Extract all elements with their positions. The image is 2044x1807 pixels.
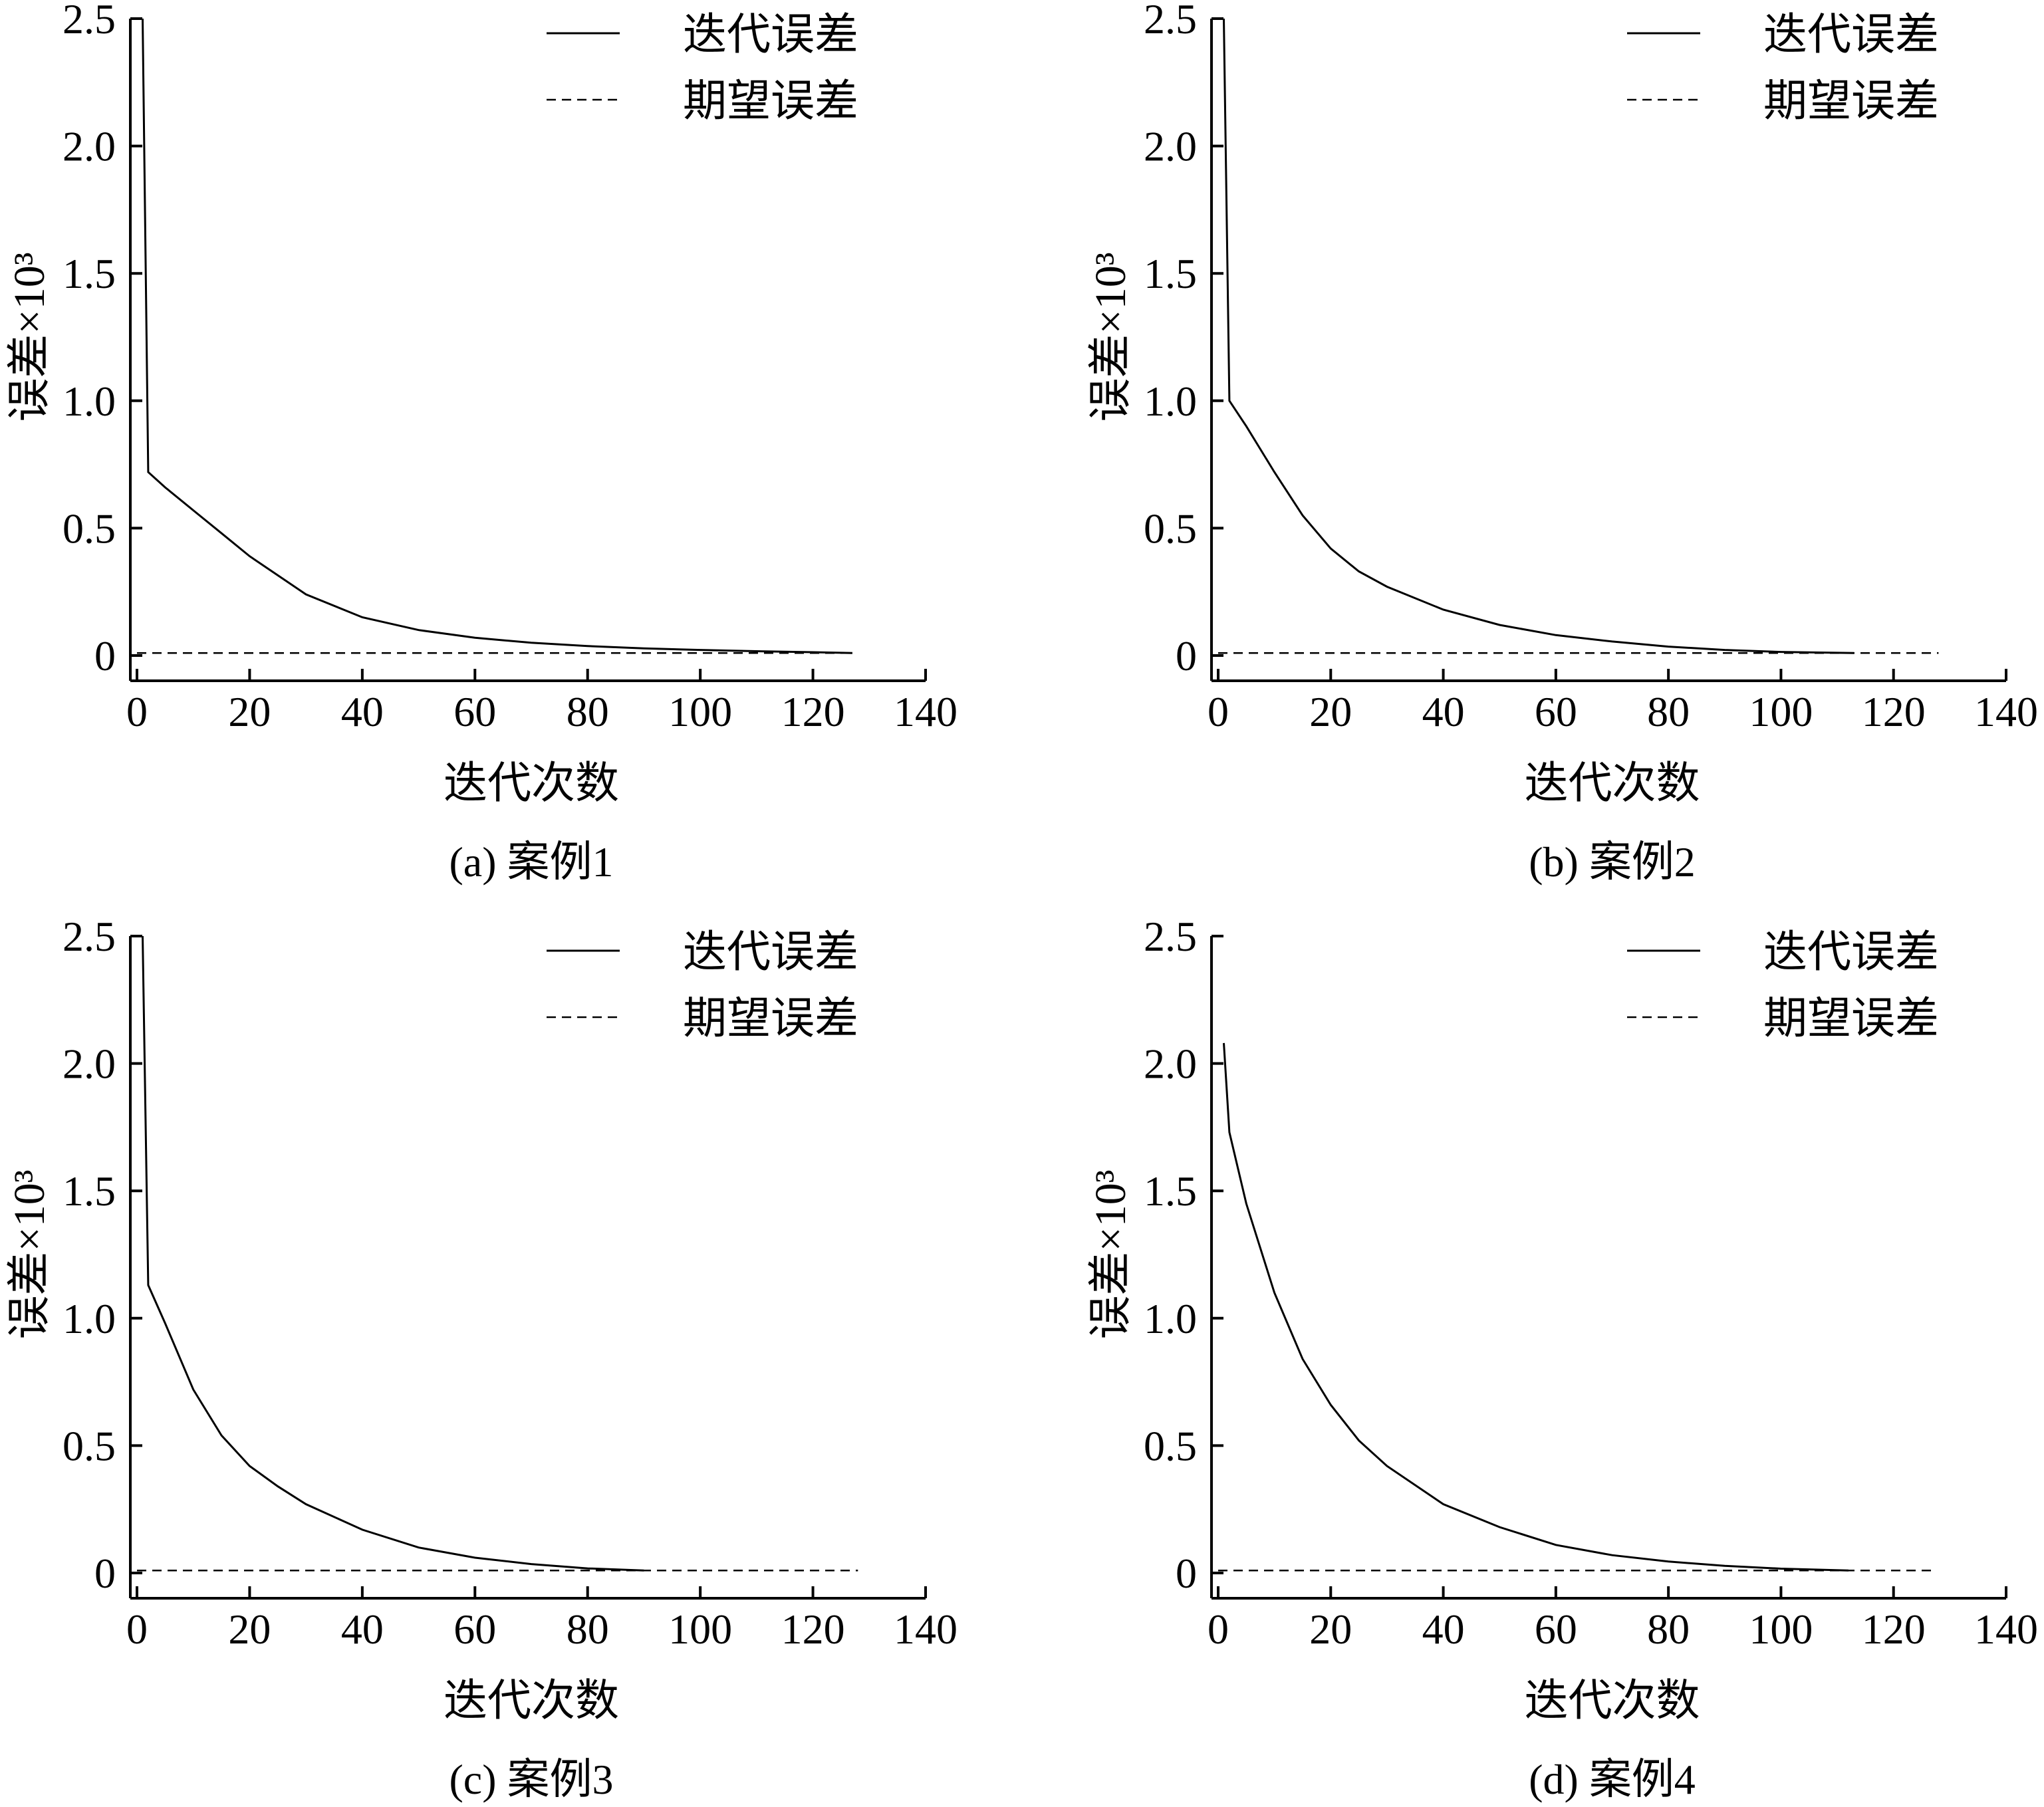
x-axis-title: 迭代次数 <box>1525 1677 1700 1725</box>
y-tick-label: 1.5 <box>63 1167 116 1215</box>
y-tick-label: 1.0 <box>63 1295 116 1342</box>
y-tick-label: 1.5 <box>1144 250 1197 297</box>
panel-caption: (a) 案例1 <box>449 838 613 886</box>
x-tick-label: 20 <box>228 1606 271 1653</box>
y-tick-label: 1.0 <box>1144 1295 1197 1342</box>
y-tick-label: 0.5 <box>1144 1422 1197 1469</box>
x-tick-label: 120 <box>781 688 845 735</box>
y-tick-label: 2.0 <box>1144 1040 1197 1088</box>
y-axis-title: 误差×10³ <box>1086 1169 1135 1339</box>
series-iteration-error-line <box>1223 1042 1849 1572</box>
x-tick-label: 40 <box>341 688 384 735</box>
y-tick-label: 2.5 <box>1144 913 1197 960</box>
x-tick-label: 40 <box>1422 688 1465 735</box>
y-tick-label: 2.0 <box>63 1040 116 1088</box>
legend-label: 期望误差 <box>1763 995 1939 1043</box>
x-tick-label: 80 <box>1647 688 1690 735</box>
x-tick-label: 80 <box>567 688 609 735</box>
x-tick-label: 140 <box>894 688 958 735</box>
y-tick-label: 0 <box>94 632 116 679</box>
x-tick-label: 60 <box>453 1606 496 1653</box>
chart-panel-3: 0 20 40 60 80 100 120 140 0 0.5 1.0 1.5 2.0 2.5 误差×10³… <box>5 913 958 1803</box>
y-tick-label: 2.0 <box>63 123 116 170</box>
y-tick-label: 0 <box>1176 1550 1197 1597</box>
x-tick-label: 100 <box>1749 1606 1813 1653</box>
x-tick-label: 140 <box>1974 688 2038 735</box>
y-tick-label: 1.5 <box>1144 1167 1197 1215</box>
x-tick-label: 140 <box>894 1606 958 1653</box>
y-tick-label: 2.0 <box>1144 123 1197 170</box>
series-iteration-error-line <box>1223 18 1854 654</box>
series-iteration-error-line <box>142 935 644 1572</box>
y-tick-label: 2.5 <box>63 0 116 43</box>
x-tick-label: 40 <box>341 1606 384 1653</box>
x-tick-label: 120 <box>1862 688 1926 735</box>
y-tick-label: 2.5 <box>63 913 116 960</box>
x-tick-label: 60 <box>1535 1606 1577 1653</box>
x-axis-title: 迭代次数 <box>444 1677 619 1725</box>
x-tick-label: 100 <box>668 688 732 735</box>
x-tick-label: 0 <box>1208 688 1229 735</box>
chart-panel-1: 0 20 40 60 80 100 120 140 0 0.5 1.0 1.5 2.0 2.5 误差×10³… <box>5 0 958 886</box>
x-tick-label: 40 <box>1422 1606 1465 1653</box>
x-tick-label: 0 <box>1208 1606 1229 1653</box>
y-tick-label: 0.5 <box>63 505 116 552</box>
y-tick-label: 1.5 <box>63 250 116 297</box>
chart-panel-2: 0 20 40 60 80 100 120 140 0 0.5 1.0 1.5 2.0 2.5 误差×10³… <box>1086 0 2038 886</box>
y-tick-label: 1.0 <box>1144 378 1197 425</box>
x-tick-label: 100 <box>1749 688 1813 735</box>
y-axis-title: 误差×10³ <box>1086 252 1135 422</box>
y-tick-label: 0 <box>1176 632 1197 679</box>
x-tick-label: 20 <box>1309 688 1352 735</box>
legend-label: 期望误差 <box>683 77 858 126</box>
y-tick-label: 0.5 <box>63 1422 116 1469</box>
x-axis-title: 迭代次数 <box>1525 759 1700 808</box>
x-tick-label: 120 <box>781 1606 845 1653</box>
x-axis-title: 迭代次数 <box>444 759 619 808</box>
y-tick-label: 0.5 <box>1144 505 1197 552</box>
legend-label: 迭代误差 <box>683 11 858 59</box>
panel-caption: (b) 案例2 <box>1529 838 1696 886</box>
legend-label: 期望误差 <box>1763 77 1939 126</box>
panel-caption: (c) 案例3 <box>449 1756 613 1803</box>
chart-panel-4: 0 20 40 60 80 100 120 140 0 0.5 1.0 1.5 2.0 2.5 误差×10³… <box>1086 913 2038 1803</box>
legend-label: 迭代误差 <box>683 928 858 977</box>
x-tick-label: 80 <box>1647 1606 1690 1653</box>
x-tick-label: 60 <box>1535 688 1577 735</box>
x-tick-label: 60 <box>453 688 496 735</box>
legend-label: 迭代误差 <box>1763 928 1939 977</box>
x-tick-label: 120 <box>1862 1606 1926 1653</box>
y-tick-label: 0 <box>94 1550 116 1597</box>
legend-label: 迭代误差 <box>1763 11 1939 59</box>
panel-caption: (d) 案例4 <box>1529 1756 1696 1803</box>
legend-label: 期望误差 <box>683 995 858 1043</box>
y-tick-label: 1.0 <box>63 378 116 425</box>
y-axis-title: 误差×10³ <box>5 1169 54 1339</box>
y-tick-label: 2.5 <box>1144 0 1197 43</box>
x-tick-label: 140 <box>1974 1606 2038 1653</box>
series-iteration-error-line <box>142 18 852 654</box>
x-tick-label: 80 <box>567 1606 609 1653</box>
x-tick-label: 100 <box>668 1606 732 1653</box>
y-axis-title: 误差×10³ <box>5 252 54 422</box>
x-tick-label: 20 <box>228 688 271 735</box>
x-tick-label: 0 <box>126 688 148 735</box>
x-tick-label: 20 <box>1309 1606 1352 1653</box>
x-tick-label: 0 <box>126 1606 148 1653</box>
